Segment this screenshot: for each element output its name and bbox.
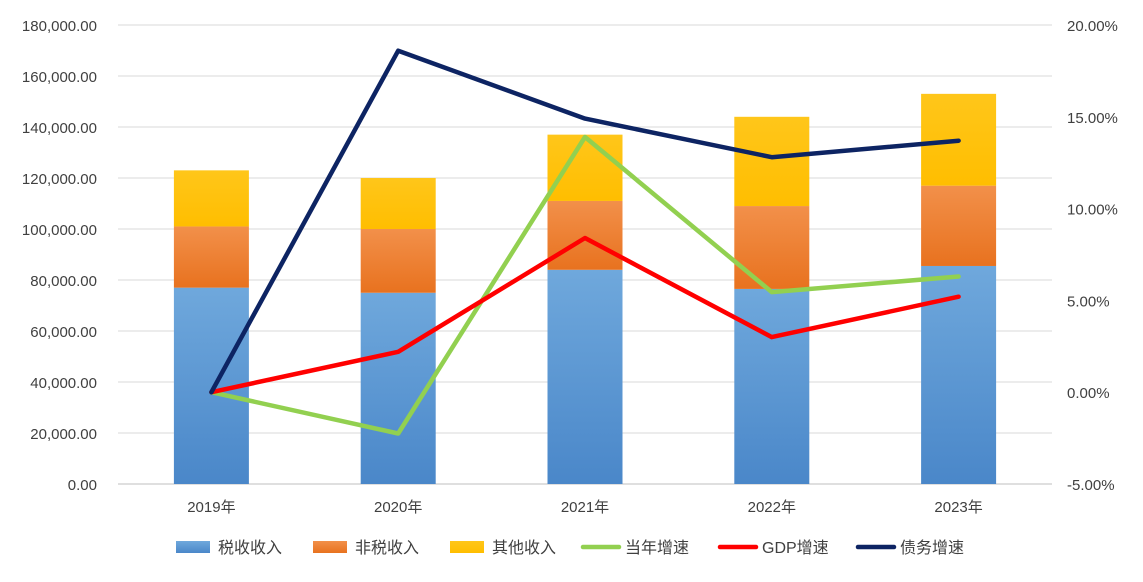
left-axis-tick-label: 120,000.00 xyxy=(22,171,97,188)
x-axis-tick-label: 2023年 xyxy=(934,499,982,516)
legend-label: 非税收入 xyxy=(355,539,419,557)
left-axis: 0.00 20,000.00 40,000.00 60,000.00 80,000.00… xyxy=(22,18,97,494)
legend-label: 其他收入 xyxy=(492,539,556,557)
series-line xyxy=(209,134,961,436)
legend-swatch xyxy=(176,541,210,553)
left-axis-tick-label: 160,000.00 xyxy=(22,69,97,86)
right-axis-tick-label: 5.00% xyxy=(1067,293,1110,310)
x-axis-tick-label: 2020年 xyxy=(374,499,422,516)
right-axis-tick-label: 10.00% xyxy=(1067,202,1118,219)
bar-segment xyxy=(360,178,436,229)
legend-label: 债务增速 xyxy=(900,539,964,557)
bar-segment xyxy=(734,116,810,207)
series-line xyxy=(209,235,961,395)
right-axis-tick-label: 0.00% xyxy=(1067,385,1110,402)
right-axis-tick-label: -5.00% xyxy=(1067,477,1115,494)
left-axis-tick-label: 100,000.00 xyxy=(22,222,97,239)
legend: 税收收入 非税收入 其他收入 当年增速 GDP增速 债务增速 xyxy=(176,539,964,557)
legend-label: 税收收入 xyxy=(218,539,282,557)
left-axis-tick-label: 20,000.00 xyxy=(30,426,97,443)
right-axis-tick-label: 20.00% xyxy=(1067,18,1118,35)
x-axis: 2019年 2020年 2021年 2022年 2023年 xyxy=(187,499,983,516)
x-axis-tick-label: 2021年 xyxy=(561,499,609,516)
bar-segment xyxy=(173,226,249,288)
legend-swatch xyxy=(450,541,484,553)
left-axis-tick-label: 40,000.00 xyxy=(30,375,97,392)
line-series xyxy=(209,48,961,436)
bar-segment xyxy=(734,206,810,289)
right-axis-tick-label: 15.00% xyxy=(1067,110,1118,127)
bar-segment xyxy=(173,170,249,227)
bar-series xyxy=(173,93,997,484)
left-axis-tick-label: 80,000.00 xyxy=(30,273,97,290)
legend-label: 当年增速 xyxy=(625,539,689,557)
right-axis: -5.00% 0.00% 5.00% 10.00% 15.00% 20.00% xyxy=(1067,18,1118,494)
legend-swatch xyxy=(313,541,347,553)
x-axis-tick-label: 2022年 xyxy=(748,499,796,516)
left-axis-tick-label: 180,000.00 xyxy=(22,18,97,35)
bar-segment xyxy=(547,269,623,484)
legend-label: GDP增速 xyxy=(762,539,829,557)
bar-segment xyxy=(547,134,623,201)
left-axis-tick-label: 0.00 xyxy=(68,477,97,494)
bar-segment xyxy=(734,288,810,484)
series-line xyxy=(209,48,961,395)
bar-segment xyxy=(921,185,997,266)
left-axis-tick-label: 60,000.00 xyxy=(30,324,97,341)
x-axis-tick-label: 2019年 xyxy=(187,499,235,516)
bar-segment xyxy=(360,229,436,293)
bar-segment xyxy=(547,200,623,270)
left-axis-tick-label: 140,000.00 xyxy=(22,120,97,137)
bar-segment xyxy=(360,292,436,484)
